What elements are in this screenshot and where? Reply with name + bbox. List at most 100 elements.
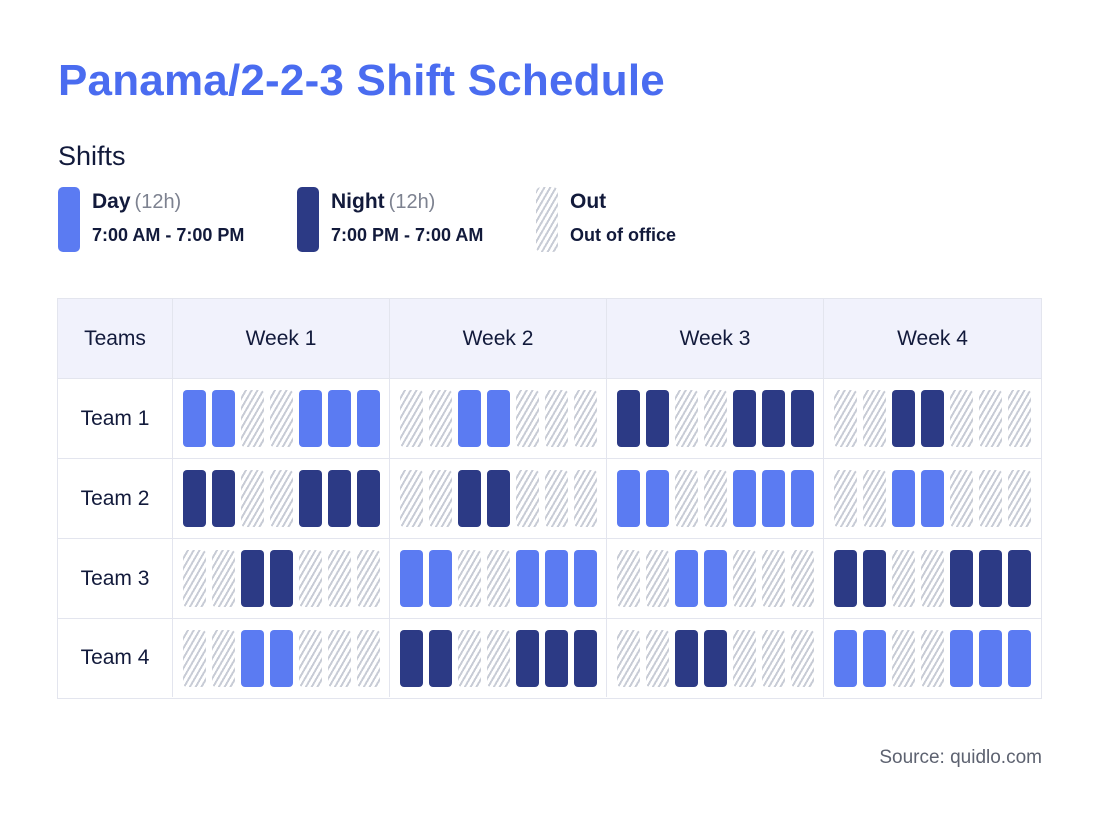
out-shift-block: [1008, 390, 1031, 447]
day-shift-block: [573, 550, 597, 607]
out-shift-block: [950, 390, 973, 447]
night-shift-block: [834, 550, 857, 607]
week-cell: [824, 619, 1041, 697]
out-shift-block: [921, 629, 944, 687]
week-cell: [390, 619, 607, 697]
legend-night-duration: (12h): [388, 191, 436, 213]
day-shift-block: [863, 629, 886, 687]
out-shift-block: [732, 550, 756, 607]
day-shift-block: [790, 470, 814, 527]
out-shift-block: [515, 470, 539, 527]
week-cell: [824, 539, 1041, 619]
night-shift-block: [544, 629, 568, 687]
week-cell: [607, 539, 824, 619]
legend-day-name: Day: [92, 190, 131, 213]
out-shift-block: [674, 470, 698, 527]
night-swatch: [297, 187, 319, 252]
out-shift-block: [356, 550, 380, 607]
legend-night-name: Night: [331, 190, 385, 213]
day-swatch: [58, 187, 80, 252]
week-cell: [173, 619, 390, 697]
week-cell: [607, 379, 824, 459]
night-shift-block: [645, 390, 669, 447]
week-cell: [607, 459, 824, 539]
week-cell: [824, 459, 1041, 539]
day-shift-block: [269, 629, 293, 687]
out-shift-block: [486, 550, 510, 607]
out-shift-block: [834, 390, 857, 447]
night-shift-block: [457, 470, 481, 527]
out-shift-block: [892, 550, 915, 607]
out-shift-block: [240, 470, 264, 527]
out-shift-block: [674, 390, 698, 447]
night-shift-block: [892, 390, 915, 447]
week-cell: [173, 539, 390, 619]
out-shift-block: [486, 629, 510, 687]
day-shift-block: [457, 390, 481, 447]
out-shift-block: [703, 470, 727, 527]
night-shift-block: [1008, 550, 1031, 607]
out-shift-block: [950, 470, 973, 527]
out-shift-block: [269, 470, 293, 527]
out-shift-block: [298, 550, 322, 607]
week-header: Week 1: [173, 299, 390, 379]
out-shift-block: [616, 550, 640, 607]
out-shift-block: [790, 550, 814, 607]
day-shift-block: [950, 629, 973, 687]
out-shift-block: [761, 629, 785, 687]
out-shift-block: [863, 470, 886, 527]
teams-header: Teams: [58, 299, 173, 379]
out-shift-block: [790, 629, 814, 687]
night-shift-block: [761, 390, 785, 447]
week-cell: [824, 379, 1041, 459]
day-shift-block: [732, 470, 756, 527]
week-cell: [173, 459, 390, 539]
out-shift-block: [761, 550, 785, 607]
out-shift-block: [892, 629, 915, 687]
team-label: Team 3: [58, 539, 173, 619]
legend-day-time: 7:00 AM - 7:00 PM: [92, 225, 245, 245]
night-shift-block: [211, 470, 235, 527]
night-shift-block: [486, 470, 510, 527]
source-credit: Source: quidlo.com: [879, 747, 1042, 768]
night-shift-block: [327, 470, 351, 527]
night-shift-block: [674, 629, 698, 687]
out-shift-block: [327, 550, 351, 607]
out-shift-block: [428, 390, 452, 447]
out-shift-block: [457, 629, 481, 687]
schedule-table: Teams Week 1 Week 2 Week 3 Week 4 Team 1…: [57, 298, 1042, 699]
shifts-heading: Shifts: [58, 141, 126, 171]
out-swatch: [536, 187, 558, 252]
day-shift-block: [761, 470, 785, 527]
night-shift-block: [703, 629, 727, 687]
day-shift-block: [356, 390, 380, 447]
night-shift-block: [298, 470, 322, 527]
night-shift-block: [573, 629, 597, 687]
legend-day-duration: (12h): [134, 191, 182, 213]
day-shift-block: [979, 629, 1002, 687]
out-shift-block: [645, 550, 669, 607]
day-shift-block: [515, 550, 539, 607]
night-shift-block: [979, 550, 1002, 607]
legend-night-time: 7:00 PM - 7:00 AM: [331, 225, 484, 245]
night-shift-block: [356, 470, 380, 527]
team-label: Team 2: [58, 459, 173, 539]
night-shift-block: [240, 550, 264, 607]
day-shift-block: [674, 550, 698, 607]
out-shift-block: [544, 470, 568, 527]
out-shift-block: [457, 550, 481, 607]
out-shift-block: [240, 390, 264, 447]
night-shift-block: [182, 470, 206, 527]
week-cell: [390, 459, 607, 539]
night-shift-block: [515, 629, 539, 687]
out-shift-block: [515, 390, 539, 447]
week-cell: [607, 619, 824, 697]
day-shift-block: [703, 550, 727, 607]
week-cell: [390, 539, 607, 619]
out-shift-block: [298, 629, 322, 687]
day-shift-block: [211, 390, 235, 447]
out-shift-block: [732, 629, 756, 687]
night-shift-block: [863, 550, 886, 607]
week-header: Week 2: [390, 299, 607, 379]
week-cell: [173, 379, 390, 459]
